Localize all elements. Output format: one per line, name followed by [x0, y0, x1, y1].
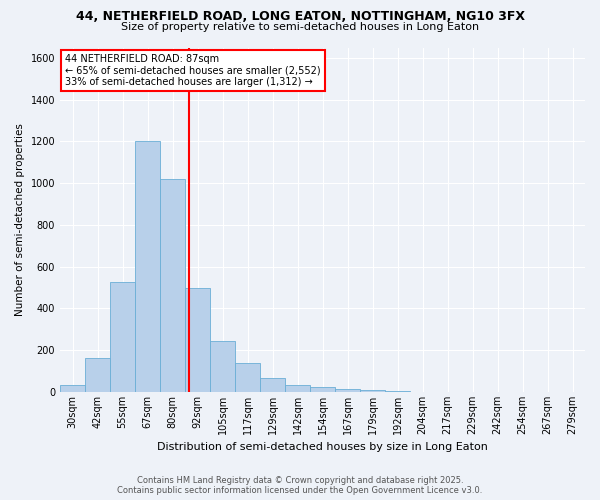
Bar	[310, 387, 335, 392]
Bar	[60, 384, 85, 392]
Text: Contains HM Land Registry data © Crown copyright and database right 2025.
Contai: Contains HM Land Registry data © Crown c…	[118, 476, 482, 495]
Bar	[110, 282, 135, 392]
X-axis label: Distribution of semi-detached houses by size in Long Eaton: Distribution of semi-detached houses by …	[157, 442, 488, 452]
Bar	[335, 389, 360, 392]
Bar	[260, 378, 285, 392]
Bar	[285, 384, 310, 392]
Bar	[185, 288, 210, 392]
Bar	[85, 358, 110, 392]
Text: 44 NETHERFIELD ROAD: 87sqm
← 65% of semi-detached houses are smaller (2,552)
33%: 44 NETHERFIELD ROAD: 87sqm ← 65% of semi…	[65, 54, 320, 87]
Y-axis label: Number of semi-detached properties: Number of semi-detached properties	[15, 124, 25, 316]
Bar	[135, 142, 160, 392]
Text: 44, NETHERFIELD ROAD, LONG EATON, NOTTINGHAM, NG10 3FX: 44, NETHERFIELD ROAD, LONG EATON, NOTTIN…	[76, 10, 524, 23]
Bar	[160, 179, 185, 392]
Bar	[360, 390, 385, 392]
Bar	[210, 341, 235, 392]
Text: Size of property relative to semi-detached houses in Long Eaton: Size of property relative to semi-detach…	[121, 22, 479, 32]
Bar	[235, 363, 260, 392]
